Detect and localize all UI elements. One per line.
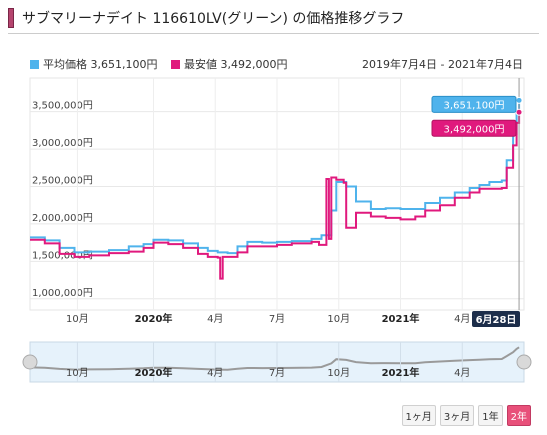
navigator-left-handle[interactable] bbox=[22, 354, 38, 370]
legend: 平均価格 3,651,100円 最安値 3,492,000円 bbox=[30, 56, 297, 72]
range-1y-button[interactable]: 1年 bbox=[478, 405, 503, 426]
header-accent bbox=[8, 8, 14, 28]
x-tick-label: 2021年 bbox=[382, 312, 420, 325]
x-tick-label: 4月 bbox=[207, 313, 223, 325]
avg-price-line bbox=[30, 100, 521, 255]
legend-avg-label: 平均価格 3,651,100円 bbox=[43, 58, 158, 71]
range-1m-button[interactable]: 1ヶ月 bbox=[401, 405, 436, 426]
avg-last-point bbox=[515, 96, 523, 104]
legend-min-label: 最安値 3,492,000円 bbox=[183, 58, 288, 71]
chart-header: サブマリーナデイト 116610LV(グリーン) の価格推移グラフ bbox=[0, 0, 547, 34]
x-tick-label: 4月 bbox=[454, 313, 470, 325]
date-range: 2019年7月4日 - 2021年7月4日 bbox=[362, 58, 523, 71]
legend-avg-swatch bbox=[30, 59, 39, 69]
range-3m-button[interactable]: 3ヶ月 bbox=[439, 405, 475, 426]
navigator-tick-label: 2020年 bbox=[135, 366, 173, 379]
legend-avg[interactable]: 平均価格 3,651,100円 bbox=[30, 56, 157, 72]
x-tick-label: 10月 bbox=[327, 313, 350, 325]
x-tick-label: 7月 bbox=[269, 313, 285, 325]
x-tick-label: 2020年 bbox=[135, 312, 173, 325]
tooltip-avg-box bbox=[431, 95, 517, 113]
legend-min[interactable]: 最安値 3,492,000円 bbox=[170, 56, 288, 72]
navigator-tick-label: 10月 bbox=[327, 367, 350, 379]
legend-min-swatch bbox=[170, 59, 180, 69]
y-tick-label: 2,000,000円 bbox=[32, 213, 93, 224]
navigator-tick-label: 4月 bbox=[207, 367, 223, 379]
y-tick-label: 1,000,000円 bbox=[32, 288, 93, 299]
header-divider bbox=[8, 33, 539, 34]
navigator-tick-label: 10月 bbox=[66, 367, 89, 379]
range-buttons: 1ヶ月 3ヶ月 1年 2年 bbox=[401, 405, 531, 426]
y-tick-label: 3,000,000円 bbox=[32, 138, 93, 149]
chart-title: サブマリーナデイト 116610LV(グリーン) の価格推移グラフ bbox=[22, 11, 405, 27]
tooltip-date-box bbox=[472, 311, 520, 327]
x-tick-label: 10月 bbox=[66, 313, 89, 325]
y-tick-label: 1,500,000円 bbox=[32, 250, 93, 261]
tooltip-date: 6月28日 bbox=[476, 314, 517, 326]
navigator-right-handle[interactable] bbox=[516, 354, 532, 370]
y-tick-label: 2,500,000円 bbox=[32, 176, 93, 187]
tooltip-min-value: 3,492,000円 bbox=[444, 124, 505, 135]
tooltip-avg-value: 3,651,100円 bbox=[444, 100, 505, 111]
y-tick-label: 3,500,000円 bbox=[32, 101, 93, 112]
min-price-line bbox=[30, 112, 521, 280]
navigator-tick-label: 2021年 bbox=[382, 366, 420, 379]
navigator-line bbox=[29, 346, 520, 371]
navigator-tick-label: 4月 bbox=[454, 367, 470, 379]
min-last-point bbox=[515, 108, 523, 116]
range-2y-button[interactable]: 2年 bbox=[506, 405, 531, 426]
tooltip-min-box bbox=[431, 119, 517, 137]
navigator-tick-label: 7月 bbox=[269, 367, 285, 379]
